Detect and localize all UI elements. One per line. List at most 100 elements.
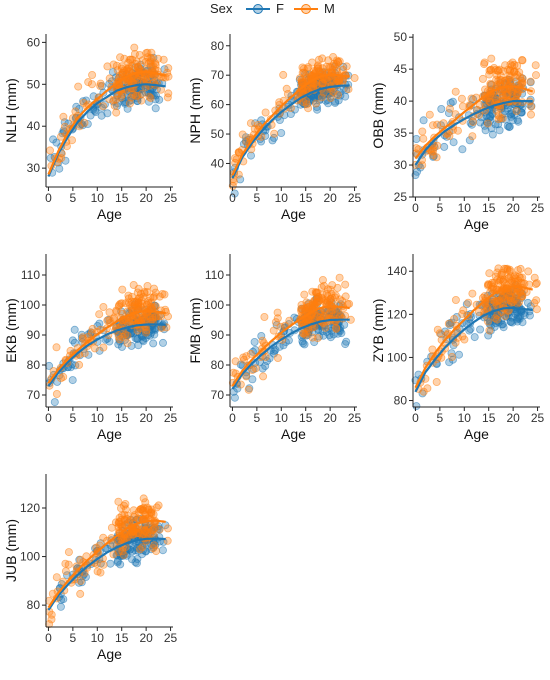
data-point-m [486, 79, 495, 88]
data-point-m [59, 372, 68, 381]
y-tick-label: 120 [20, 501, 40, 515]
data-point-m [432, 377, 441, 386]
y-tick-label: 50 [394, 30, 408, 44]
data-point-m [123, 339, 132, 348]
data-point-m [472, 93, 481, 102]
data-point-m [136, 289, 145, 298]
data-point-m [158, 289, 167, 298]
data-point-m [137, 90, 146, 99]
data-point-m [468, 132, 477, 141]
y-tick-label: 80 [394, 394, 408, 408]
y-tick-label: 35 [394, 126, 408, 140]
data-point-f [230, 393, 239, 402]
panel-jub: 0 5 10 15 20 25 80 100 120 Age JUB (mm) [3, 474, 178, 662]
data-point-f [103, 109, 112, 118]
data-point-f [412, 134, 421, 143]
y-tick-label: 80 [211, 358, 225, 372]
data-point-m [496, 71, 505, 80]
data-point-m [251, 364, 260, 373]
data-point-f [513, 116, 522, 125]
y-tick-label: 60 [27, 35, 41, 49]
data-point-m [432, 153, 441, 162]
data-point-m [276, 322, 285, 331]
x-tick-label: 20 [139, 631, 153, 645]
data-point-m [132, 297, 141, 306]
x-tick-label: 15 [482, 201, 496, 215]
data-point-m [526, 77, 535, 86]
data-point-m [298, 63, 307, 72]
data-point-m [150, 541, 159, 550]
x-tick-label: 10 [458, 201, 472, 215]
data-point-m [116, 53, 125, 62]
data-point-f [449, 138, 458, 147]
x-tick-label: 0 [229, 191, 236, 205]
data-point-m [501, 61, 510, 70]
data-point-f [70, 325, 79, 334]
data-point-f [134, 341, 143, 350]
data-point-f [488, 130, 497, 139]
y-tick-label: 25 [394, 190, 408, 204]
data-point-m [143, 311, 152, 320]
trend-line-m [414, 85, 534, 160]
legend-label-m: M [324, 1, 335, 16]
data-point-f [476, 118, 485, 127]
y-axis-label: NPH (mm) [187, 77, 203, 143]
data-point-m [453, 126, 462, 135]
data-point-f [437, 105, 446, 114]
x-axis-label: Age [464, 216, 489, 232]
data-point-f [300, 340, 309, 349]
data-point-m [505, 66, 514, 75]
data-point-f [470, 333, 479, 342]
data-point-m [419, 134, 428, 143]
data-point-m [114, 537, 123, 546]
data-point-m [313, 334, 322, 343]
x-tick-label: 25 [164, 411, 178, 425]
data-point-m [282, 84, 291, 93]
data-point-m [334, 91, 343, 100]
data-point-m [79, 334, 88, 343]
data-point-m [260, 312, 269, 321]
data-point-m [483, 317, 492, 326]
legend-key-f-marker [253, 4, 263, 14]
x-tick-label: 20 [139, 191, 153, 205]
data-point-m [480, 60, 489, 69]
data-point-f [149, 339, 158, 348]
x-tick-label: 5 [254, 411, 261, 425]
data-point-m [341, 280, 350, 289]
data-point-m [458, 102, 467, 111]
data-point-m [246, 119, 255, 128]
data-point-m [342, 62, 351, 71]
data-point-m [469, 118, 478, 127]
data-point-f [52, 138, 61, 147]
x-tick-label: 5 [70, 191, 77, 205]
data-point-f [325, 330, 334, 339]
data-point-m [451, 295, 460, 304]
x-tick-label: 15 [115, 631, 129, 645]
data-point-m [428, 121, 437, 130]
y-tick-label: 45 [394, 62, 408, 76]
data-point-m [270, 129, 279, 138]
data-point-m [418, 127, 427, 136]
y-tick-label: 30 [27, 161, 41, 175]
x-tick-label: 10 [275, 411, 289, 425]
data-point-m [230, 154, 239, 163]
y-axis-label: JUB (mm) [3, 519, 19, 582]
data-point-m [154, 501, 163, 510]
data-point-m [299, 64, 308, 73]
data-point-m [142, 49, 151, 58]
data-point-m [310, 297, 319, 306]
data-point-m [513, 88, 522, 97]
data-point-f [341, 92, 350, 101]
data-point-m [445, 104, 454, 113]
legend-label-f: F [276, 1, 284, 16]
data-point-m [468, 289, 477, 298]
data-point-m [129, 280, 138, 289]
y-tick-label: 140 [387, 264, 407, 278]
data-point-m [118, 285, 127, 294]
data-point-m [238, 130, 247, 139]
y-tick-label: 110 [205, 268, 224, 282]
data-point-m [433, 120, 442, 129]
data-point-m [146, 94, 155, 103]
data-point-m [518, 291, 527, 300]
